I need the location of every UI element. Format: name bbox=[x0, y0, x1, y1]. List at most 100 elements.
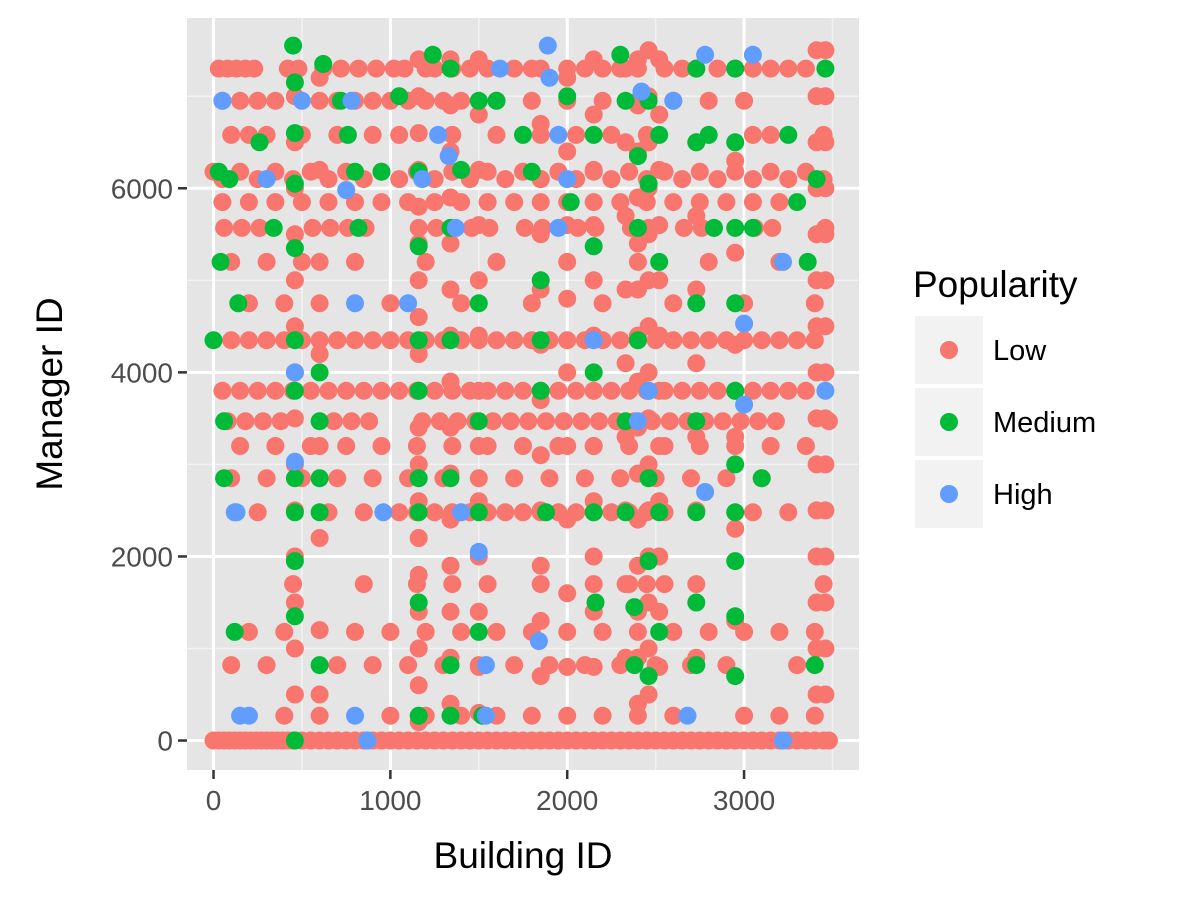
data-point bbox=[469, 294, 488, 313]
data-point bbox=[816, 41, 835, 60]
data-point bbox=[363, 656, 382, 675]
data-point bbox=[496, 381, 515, 400]
data-point bbox=[441, 469, 460, 488]
data-point bbox=[749, 412, 768, 431]
data-point bbox=[807, 170, 826, 189]
data-point bbox=[639, 639, 658, 658]
data-point bbox=[390, 87, 409, 106]
data-point bbox=[650, 503, 669, 522]
data-point bbox=[639, 363, 658, 382]
data-point bbox=[650, 326, 669, 345]
data-point bbox=[425, 381, 444, 400]
data-point bbox=[655, 575, 674, 594]
data-point bbox=[476, 706, 495, 725]
data-point bbox=[514, 125, 532, 144]
data-point bbox=[514, 381, 532, 400]
data-point bbox=[687, 59, 706, 78]
data-point bbox=[285, 271, 304, 290]
data-point bbox=[816, 455, 835, 474]
data-point bbox=[774, 731, 792, 750]
data-point bbox=[584, 193, 603, 212]
data-point bbox=[469, 437, 488, 455]
data-point bbox=[705, 218, 723, 237]
data-point bbox=[796, 59, 815, 78]
data-point bbox=[231, 437, 250, 455]
data-point bbox=[254, 412, 272, 431]
data-point bbox=[816, 547, 835, 566]
data-point bbox=[816, 59, 835, 78]
data-point bbox=[531, 667, 550, 686]
data-point bbox=[310, 160, 329, 179]
data-point bbox=[354, 575, 373, 594]
series-medium bbox=[204, 36, 835, 750]
data-point bbox=[584, 50, 603, 69]
data-point bbox=[409, 124, 428, 143]
data-point bbox=[779, 381, 798, 400]
data-point bbox=[346, 162, 364, 181]
data-point bbox=[443, 575, 462, 594]
data-point bbox=[452, 503, 471, 522]
data-point bbox=[616, 503, 635, 522]
x-tick-label: 1000 bbox=[359, 785, 421, 816]
data-point bbox=[805, 622, 824, 641]
y-axis-title: Manager ID bbox=[29, 297, 70, 490]
data-point bbox=[310, 363, 329, 382]
data-point bbox=[796, 437, 815, 455]
data-point bbox=[310, 68, 329, 87]
data-point bbox=[673, 381, 692, 400]
data-point bbox=[726, 503, 745, 522]
data-point bbox=[215, 412, 234, 431]
data-point bbox=[743, 170, 762, 189]
data-point bbox=[673, 170, 692, 189]
data-point bbox=[310, 656, 329, 675]
data-point bbox=[538, 36, 557, 55]
x-axis-title: Building ID bbox=[434, 835, 613, 876]
data-point bbox=[639, 381, 658, 400]
data-point bbox=[409, 381, 428, 400]
legend: Popularity Low Medium High bbox=[913, 264, 1096, 528]
data-point bbox=[805, 706, 824, 725]
data-point bbox=[584, 381, 603, 400]
y-tick-label: 6000 bbox=[111, 173, 173, 204]
data-point bbox=[367, 59, 386, 78]
data-point bbox=[245, 59, 264, 78]
data-point bbox=[285, 174, 304, 193]
data-point bbox=[321, 218, 340, 237]
data-point bbox=[639, 455, 658, 474]
data-point bbox=[522, 294, 541, 313]
data-point bbox=[266, 91, 285, 110]
data-point bbox=[483, 412, 502, 431]
data-point bbox=[285, 607, 304, 626]
data-point bbox=[816, 381, 835, 400]
data-point bbox=[620, 162, 639, 181]
data-point bbox=[650, 437, 669, 455]
data-point bbox=[409, 565, 428, 584]
y-tick-label: 2000 bbox=[111, 541, 173, 572]
data-point bbox=[257, 331, 276, 350]
data-point bbox=[816, 363, 835, 382]
data-point bbox=[441, 59, 460, 78]
data-point bbox=[514, 503, 532, 522]
data-point bbox=[639, 552, 658, 571]
data-point bbox=[699, 331, 718, 350]
data-point bbox=[650, 271, 669, 290]
data-point bbox=[639, 469, 658, 488]
data-point bbox=[222, 331, 241, 350]
data-point bbox=[687, 206, 706, 225]
data-point bbox=[616, 412, 635, 431]
data-point bbox=[310, 294, 329, 313]
data-point bbox=[409, 529, 428, 547]
data-point bbox=[372, 437, 391, 455]
data-point bbox=[637, 575, 656, 594]
data-point bbox=[558, 87, 577, 106]
data-point bbox=[441, 96, 460, 115]
data-point bbox=[726, 218, 745, 237]
data-point bbox=[390, 503, 409, 522]
data-point bbox=[567, 125, 586, 144]
data-point bbox=[229, 294, 248, 313]
data-point bbox=[285, 363, 304, 382]
data-point bbox=[708, 170, 727, 189]
data-point bbox=[816, 409, 835, 428]
data-point bbox=[409, 676, 428, 695]
data-point bbox=[650, 252, 669, 271]
